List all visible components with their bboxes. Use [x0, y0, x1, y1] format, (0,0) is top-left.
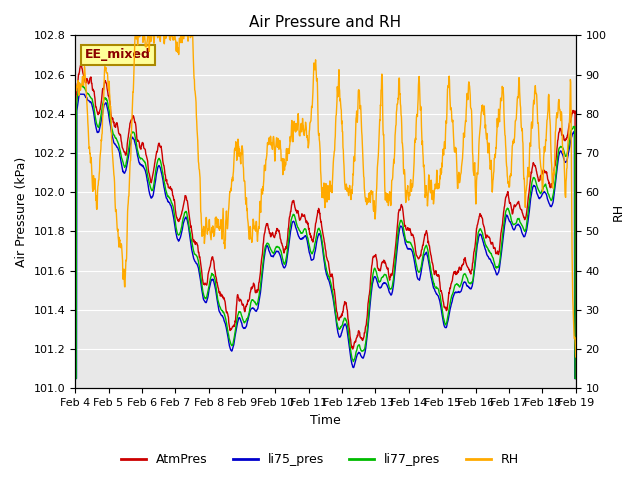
li77_pres: [110, 133, 118, 139]
li75_pres: [294, 232, 302, 238]
AtmPres: [356, 335, 364, 340]
RH: [356, 103, 364, 109]
Title: Air Pressure and RH: Air Pressure and RH: [250, 15, 401, 30]
li75_pres: [284, 249, 292, 255]
Y-axis label: RH: RH: [612, 203, 625, 221]
li77_pres: [76, 82, 83, 87]
li75_pres: [110, 141, 118, 146]
li75_pres: [572, 376, 580, 382]
AtmPres: [71, 376, 79, 382]
RH: [131, 57, 138, 62]
AtmPres: [284, 231, 292, 237]
RH: [110, 172, 118, 178]
li75_pres: [76, 91, 83, 97]
RH: [131, 33, 139, 38]
AtmPres: [131, 119, 138, 125]
li77_pres: [572, 376, 580, 382]
Text: EE_mixed: EE_mixed: [85, 48, 151, 61]
AtmPres: [303, 220, 311, 226]
li75_pres: [303, 238, 311, 244]
Line: li75_pres: li75_pres: [75, 94, 576, 379]
RH: [572, 354, 580, 360]
li75_pres: [356, 351, 364, 357]
li77_pres: [284, 243, 292, 249]
AtmPres: [77, 62, 84, 68]
X-axis label: Time: Time: [310, 414, 341, 427]
li77_pres: [294, 225, 302, 231]
li75_pres: [71, 376, 79, 382]
li77_pres: [303, 234, 311, 240]
RH: [294, 111, 302, 117]
Line: AtmPres: AtmPres: [75, 65, 576, 379]
AtmPres: [294, 210, 302, 216]
li75_pres: [131, 139, 138, 144]
RH: [284, 146, 292, 152]
Line: RH: RH: [75, 36, 576, 357]
AtmPres: [110, 123, 118, 129]
Legend: AtmPres, li75_pres, li77_pres, RH: AtmPres, li75_pres, li77_pres, RH: [116, 448, 524, 471]
AtmPres: [572, 376, 580, 382]
RH: [303, 133, 311, 139]
li77_pres: [356, 346, 364, 351]
li77_pres: [71, 376, 79, 382]
li77_pres: [131, 131, 138, 137]
Line: li77_pres: li77_pres: [75, 84, 576, 379]
Y-axis label: Air Pressure (kPa): Air Pressure (kPa): [15, 156, 28, 267]
RH: [71, 199, 79, 205]
